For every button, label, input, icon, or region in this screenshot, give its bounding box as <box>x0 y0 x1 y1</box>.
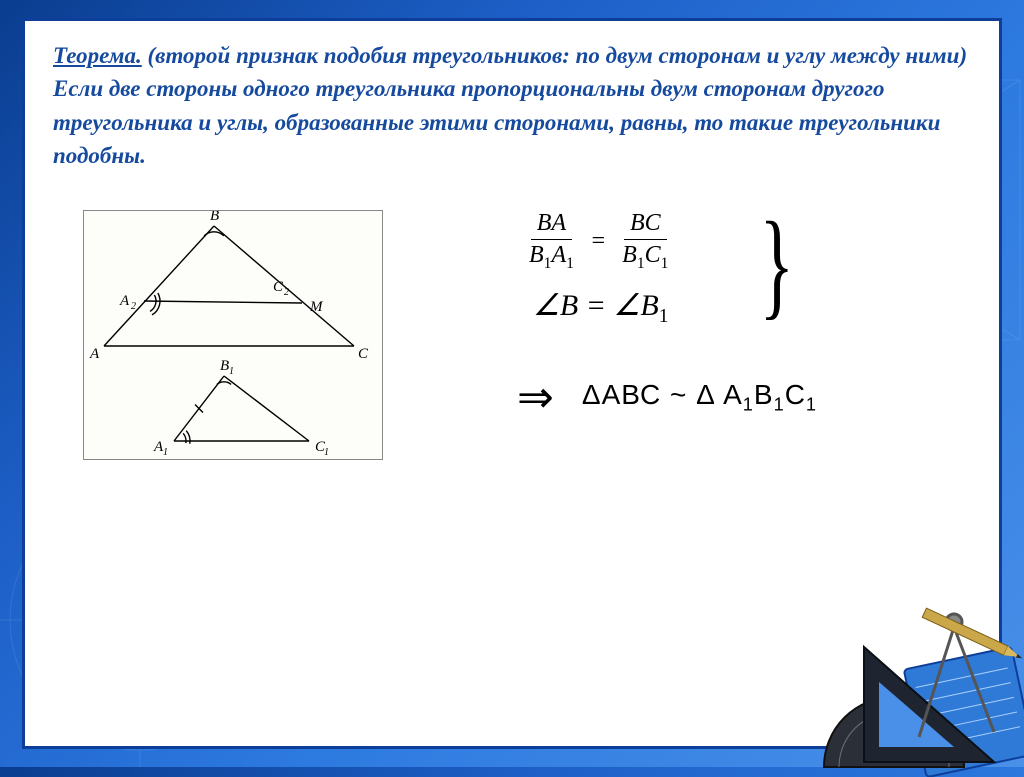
proportion-equation: BA B1A1 = BC B1C1 <box>523 210 674 271</box>
denominator-right: B1C1 <box>616 240 674 272</box>
svg-text:2: 2 <box>131 301 136 312</box>
slide-frame: Теорема. (второй признак подобия треугол… <box>22 18 1002 749</box>
svg-text:B: B <box>210 211 219 224</box>
implies-arrow: ⇒ <box>517 372 554 423</box>
svg-text:A: A <box>119 293 130 309</box>
theorem-body: Если две стороны одного треугольника про… <box>53 76 940 168</box>
svg-text:1: 1 <box>229 366 234 377</box>
svg-text:A: A <box>89 346 100 362</box>
svg-text:C: C <box>358 346 369 362</box>
svg-text:M: M <box>309 299 324 315</box>
theorem-paragraph: Теорема. (второй признак подобия треугол… <box>53 39 971 172</box>
math-column: BA B1A1 = BC B1C1 ∠B = ∠B1 } ⇒ ΔАВС ~ Δ … <box>523 210 817 422</box>
theorem-subtitle: (второй признак подобия треугольников: п… <box>142 43 967 68</box>
content-row: ABCA2C2MA1B1C1 BA B1A1 = BC B1C1 ∠B = ∠B… <box>53 210 971 460</box>
angle-equation: ∠B = ∠B1 <box>533 288 668 328</box>
denominator-left: B1A1 <box>523 240 580 272</box>
svg-text:C: C <box>273 279 284 295</box>
svg-text:B: B <box>220 358 229 374</box>
svg-text:1: 1 <box>324 447 329 458</box>
right-brace: } <box>760 204 795 324</box>
theorem-title: Теорема. <box>53 43 142 68</box>
svg-text:2: 2 <box>284 287 289 298</box>
equals-sign: = <box>590 228 606 255</box>
numerator-right: BC <box>624 210 667 239</box>
conclusion-text: ΔАВС ~ Δ A1B1C1 <box>582 379 817 416</box>
svg-text:1: 1 <box>163 447 168 458</box>
conclusion-row: ⇒ ΔАВС ~ Δ A1B1C1 <box>517 372 817 423</box>
numerator-left: BA <box>531 210 572 239</box>
triangle-diagram: ABCA2C2MA1B1C1 <box>83 210 383 460</box>
